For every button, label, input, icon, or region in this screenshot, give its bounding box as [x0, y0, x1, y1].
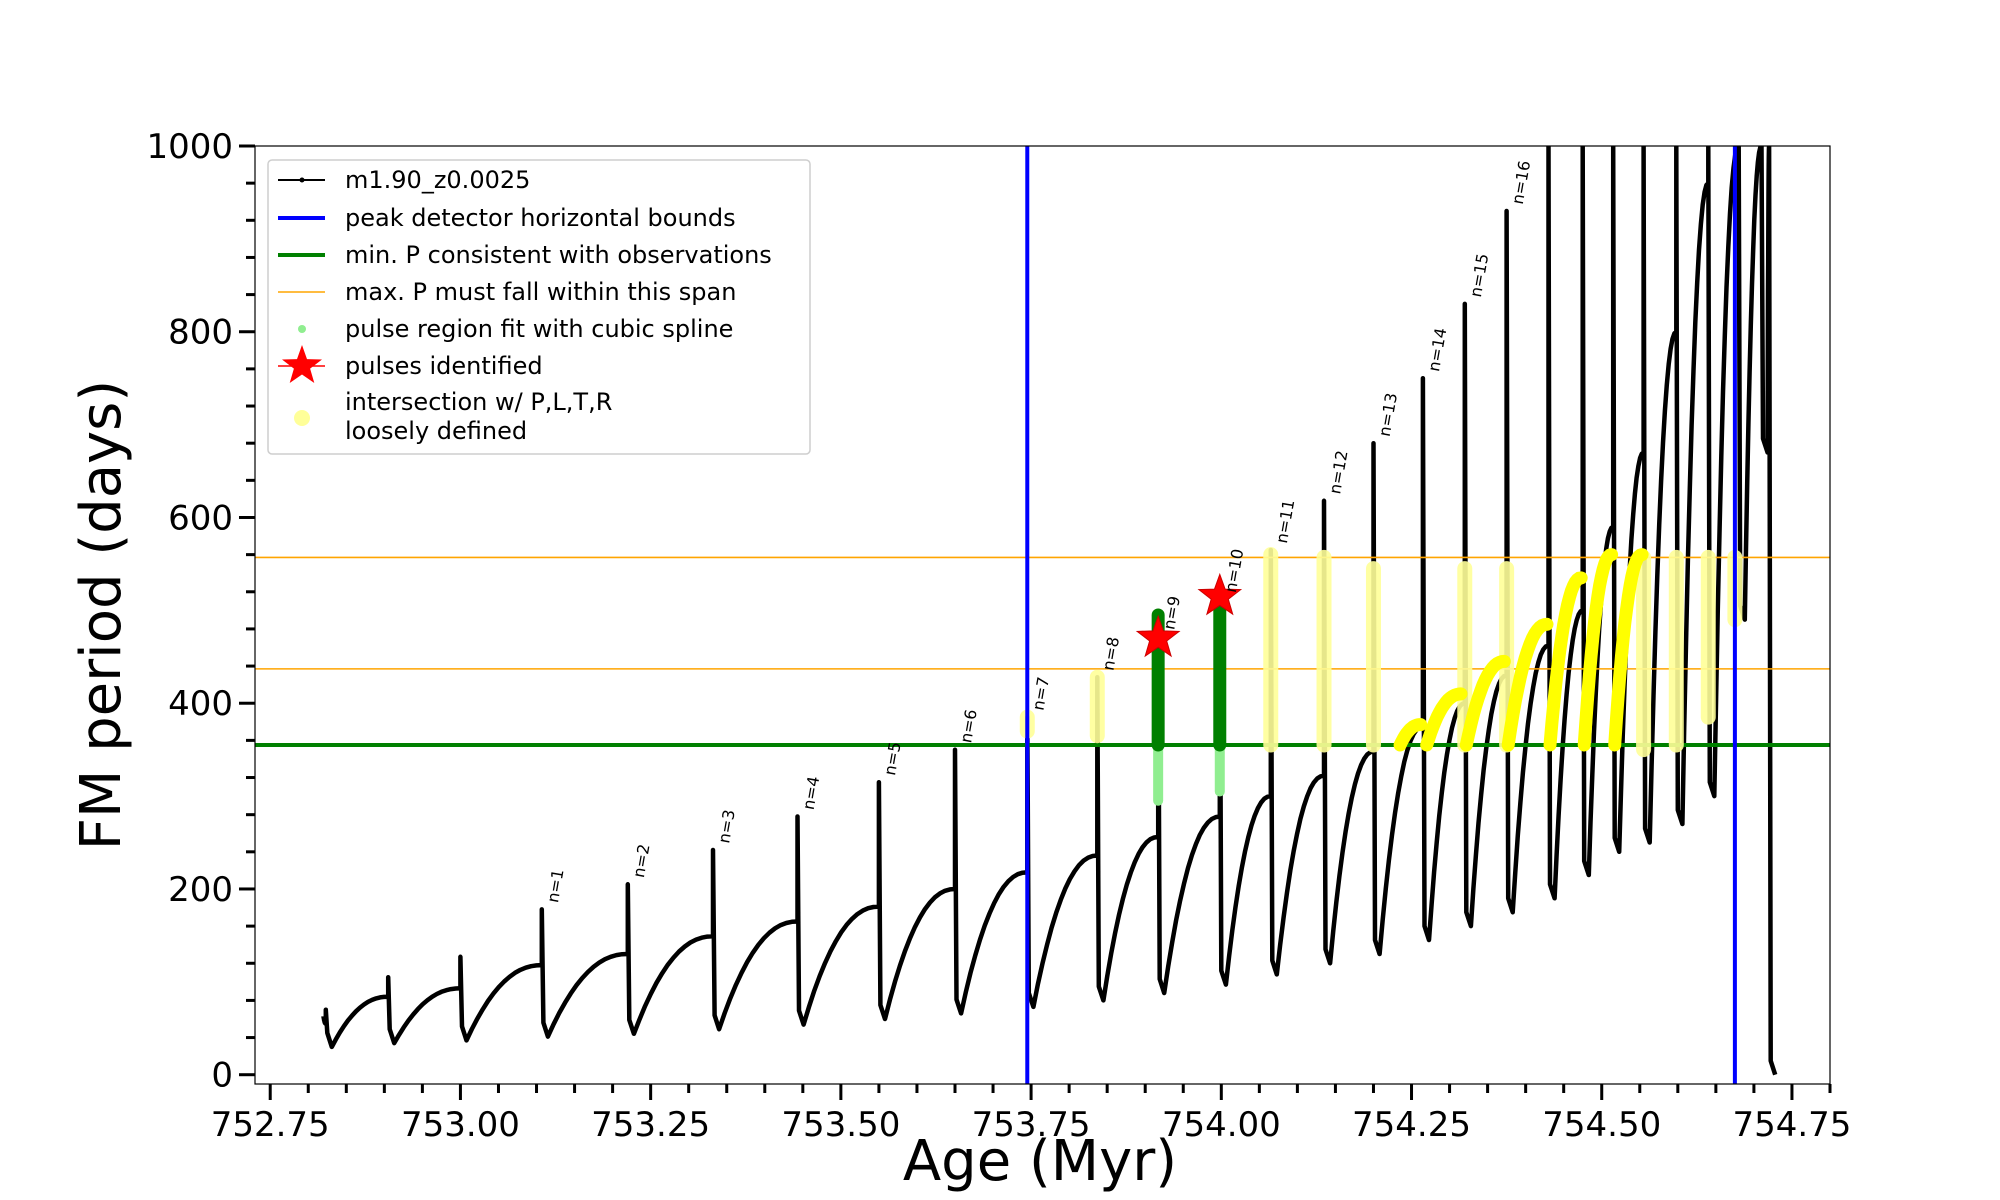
identified-pulse-star-2 [1197, 572, 1243, 616]
intersection-arc-4 [1501, 617, 1554, 752]
y-tick-label-2: 200 [168, 870, 233, 910]
legend-handle-intersection [294, 410, 310, 426]
plot-area: n=1n=2n=3n=4n=5n=6n=7n=8n=9n=10n=11n=12n… [146, 127, 1851, 1145]
y-tick-label-6: 1000 [146, 127, 233, 167]
legend-label-7-line2: loosely defined [345, 417, 527, 445]
x-tick-label-4: 753.50 [781, 1105, 900, 1145]
legend-label-2: peak detector horizontal bounds [345, 204, 736, 232]
y-tick-label-3: 400 [168, 684, 233, 724]
x-tick-label-8: 754.50 [1542, 1105, 1661, 1145]
y-tick-label-4: 600 [168, 498, 233, 538]
x-tick-label-6: 754.00 [1162, 1105, 1281, 1145]
legend-handle-spline-dot [298, 325, 306, 333]
intersection-arc-5 [1543, 571, 1588, 752]
legend-label-1: m1.90_z0.0025 [345, 166, 530, 194]
y-tick-label-1: 0 [211, 1056, 233, 1096]
legend-label-7: intersection w/ P,L,T,R [345, 388, 612, 416]
legend-handle-track-marker [299, 177, 305, 183]
intersection-arc-3 [1459, 654, 1511, 752]
x-tick-label-1: 752.75 [211, 1105, 330, 1145]
legend-label-6: pulses identified [345, 352, 543, 380]
x-tick-label-2: 753.00 [401, 1105, 520, 1145]
x-tick-label-5: 753.75 [972, 1105, 1091, 1145]
x-axis-title: Age (Myr) [903, 1129, 1177, 1194]
plot-data-group [255, 146, 1830, 1084]
x-tick-label-7: 754.25 [1352, 1105, 1471, 1145]
legend-box [267, 159, 811, 455]
y-axis-title: FM period (days) [69, 380, 134, 850]
identified-pulse-star-1 [1135, 614, 1181, 658]
intersection-arc-1 [1393, 718, 1428, 752]
x-tick-label-3: 753.25 [591, 1105, 710, 1145]
intersection-arc-6 [1577, 548, 1619, 752]
y-tick-label-5: 800 [168, 313, 233, 353]
x-tick-label-9: 754.75 [1732, 1105, 1851, 1145]
legend-label-4: max. P must fall within this span [345, 278, 736, 306]
intersection-arc-7 [1608, 548, 1649, 752]
track-line-m1.90-z0.0025 [321, 146, 1778, 1076]
legend-label-5: pulse region fit with cubic spline [345, 315, 733, 343]
legend-label-3: min. P consistent with observations [345, 241, 772, 269]
legend-handle-star [282, 345, 322, 383]
intersection-arc-2 [1420, 687, 1468, 752]
plot-frame [254, 145, 1831, 1085]
